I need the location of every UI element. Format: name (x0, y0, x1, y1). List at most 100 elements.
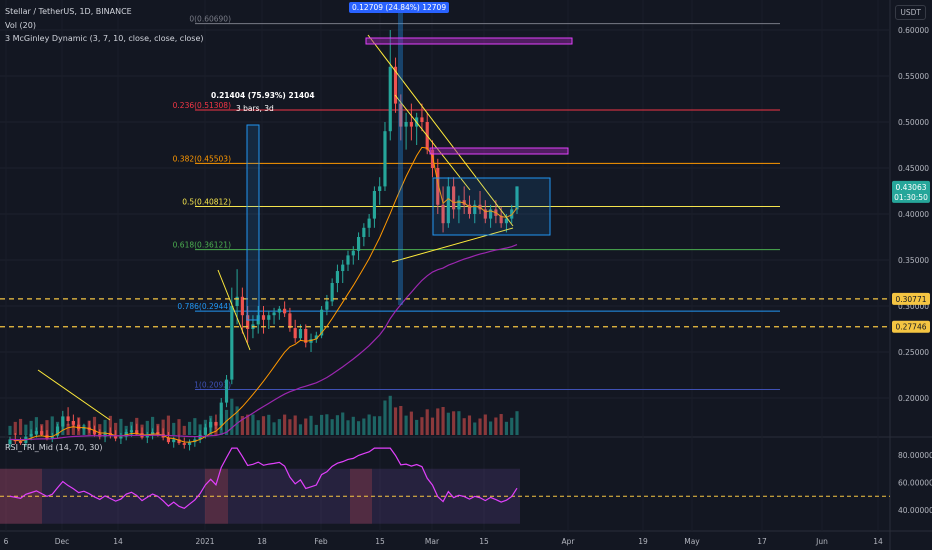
candle-body (166, 437, 171, 443)
current-price-bg (892, 180, 930, 203)
resistance-zone-mid (429, 147, 569, 155)
volume-bar (346, 420, 350, 435)
candle-body (29, 433, 33, 437)
volume-bar (198, 424, 202, 435)
volume-bar (430, 417, 435, 435)
volume-bar (462, 418, 466, 435)
price-range-box (432, 177, 551, 236)
trend-line (217, 269, 251, 351)
symbol-title[interactable]: Stellar / TetherUS, 1D, BINANCE (5, 7, 132, 16)
fibonacci-retracement[interactable]: 0(0.60690) 0.236(0.51308) 0.382(0.45503) 0.… (173, 15, 780, 390)
volume-bar (193, 418, 197, 435)
fib-level-label: 0.618(0.36121) (173, 241, 231, 250)
candle-body (367, 218, 371, 228)
drawings[interactable] (0, 5, 890, 443)
trend-line (391, 227, 514, 263)
volume-bar (457, 411, 461, 435)
candle-body (441, 204, 445, 224)
candle-body (341, 264, 345, 272)
candle-body (267, 315, 271, 320)
date-range-box (246, 124, 260, 321)
candle-body (119, 436, 123, 439)
volume-bar (494, 417, 498, 435)
volume-bar (145, 420, 149, 435)
candle-body (372, 191, 376, 219)
fib-level-label: 0(0.60690) (189, 15, 231, 24)
volume-bar (246, 414, 250, 435)
rsi-tick: 60.00000 (898, 479, 932, 488)
volume-legend[interactable]: Vol (20) (5, 21, 36, 30)
candle-body (420, 117, 424, 122)
candle-body (219, 402, 223, 426)
volume-bar (409, 411, 413, 435)
price-tick: 0.50000 (898, 118, 929, 127)
volume-bar (277, 419, 281, 435)
volume-bar (182, 425, 186, 435)
level-a-badge: 0.30771 (895, 295, 926, 304)
level-b-badge-bg (892, 320, 930, 333)
candle-body (320, 309, 324, 336)
volume-bar (256, 420, 260, 435)
candle-body (356, 237, 361, 251)
candle-body (346, 255, 350, 265)
mcginley-legend[interactable]: 3 McGinley Dynamic (3, 7, 10, close, clo… (5, 34, 204, 43)
volume-bar (224, 409, 229, 435)
candle-body (66, 416, 70, 421)
rsi-legend[interactable]: RSI_TRI_Mid (14, 70, 30) (5, 443, 103, 452)
volume-bar (441, 407, 445, 435)
candle-body (114, 435, 118, 439)
volume-bar (473, 422, 477, 435)
candle-body (393, 66, 398, 104)
candle-body (351, 250, 355, 256)
time-tick: 2021 (195, 537, 214, 546)
time-tick: Jun (815, 537, 828, 546)
candle-body (240, 296, 244, 316)
volume-bar (298, 424, 303, 435)
time-tick: 15 (479, 537, 489, 546)
level-b-badge: 0.27746 (895, 323, 926, 332)
time-tick: 19 (638, 537, 648, 546)
candle-body (283, 308, 287, 314)
fib-level-label: 1(0.2093) (194, 380, 231, 389)
volume-bar (288, 419, 292, 435)
volume-bar (452, 411, 456, 435)
rsi-tick: 80.00000 (898, 451, 932, 460)
candle-body (156, 432, 160, 434)
candle-body (473, 204, 477, 214)
volume-bar (71, 421, 75, 435)
volume-bar (103, 419, 107, 435)
candle-body (61, 416, 65, 427)
price-tick: 0.25000 (898, 348, 929, 357)
volume-bar (235, 406, 239, 435)
axes: 0.60000 0.55000 0.50000 0.45000 0.40000 0.350… (4, 26, 932, 546)
volume-bar (119, 418, 123, 435)
candle-body (135, 430, 139, 433)
volume-bar (330, 419, 334, 435)
rsi-pane (0, 447, 890, 524)
volume-bar (415, 419, 419, 435)
volume-bar (172, 422, 176, 435)
candle-body (510, 209, 514, 219)
rsi-tick: 40.00000 (898, 506, 932, 515)
candle-body (404, 122, 408, 127)
resistance-zone-top (365, 37, 573, 45)
price-tick: 0.30000 (898, 302, 929, 311)
volume-bar (24, 424, 28, 435)
candle-body (388, 66, 392, 132)
volume-bar (362, 418, 366, 435)
candle-body (77, 424, 81, 430)
time-tick: 6 (4, 537, 9, 546)
currency-button[interactable]: USDT (895, 5, 926, 20)
rsi-overbought-zone (205, 468, 228, 524)
mcginley-line (9, 146, 518, 443)
volume-bar (404, 415, 408, 435)
volume-bar (393, 407, 398, 435)
volume-bar (18, 418, 23, 435)
measure-callout: 0.12709 (24.84%) 12709 (349, 2, 450, 13)
price-tick: 0.55000 (898, 72, 929, 81)
volume-bar (272, 422, 276, 435)
volume-bar (478, 418, 482, 435)
candle-body (92, 430, 97, 434)
